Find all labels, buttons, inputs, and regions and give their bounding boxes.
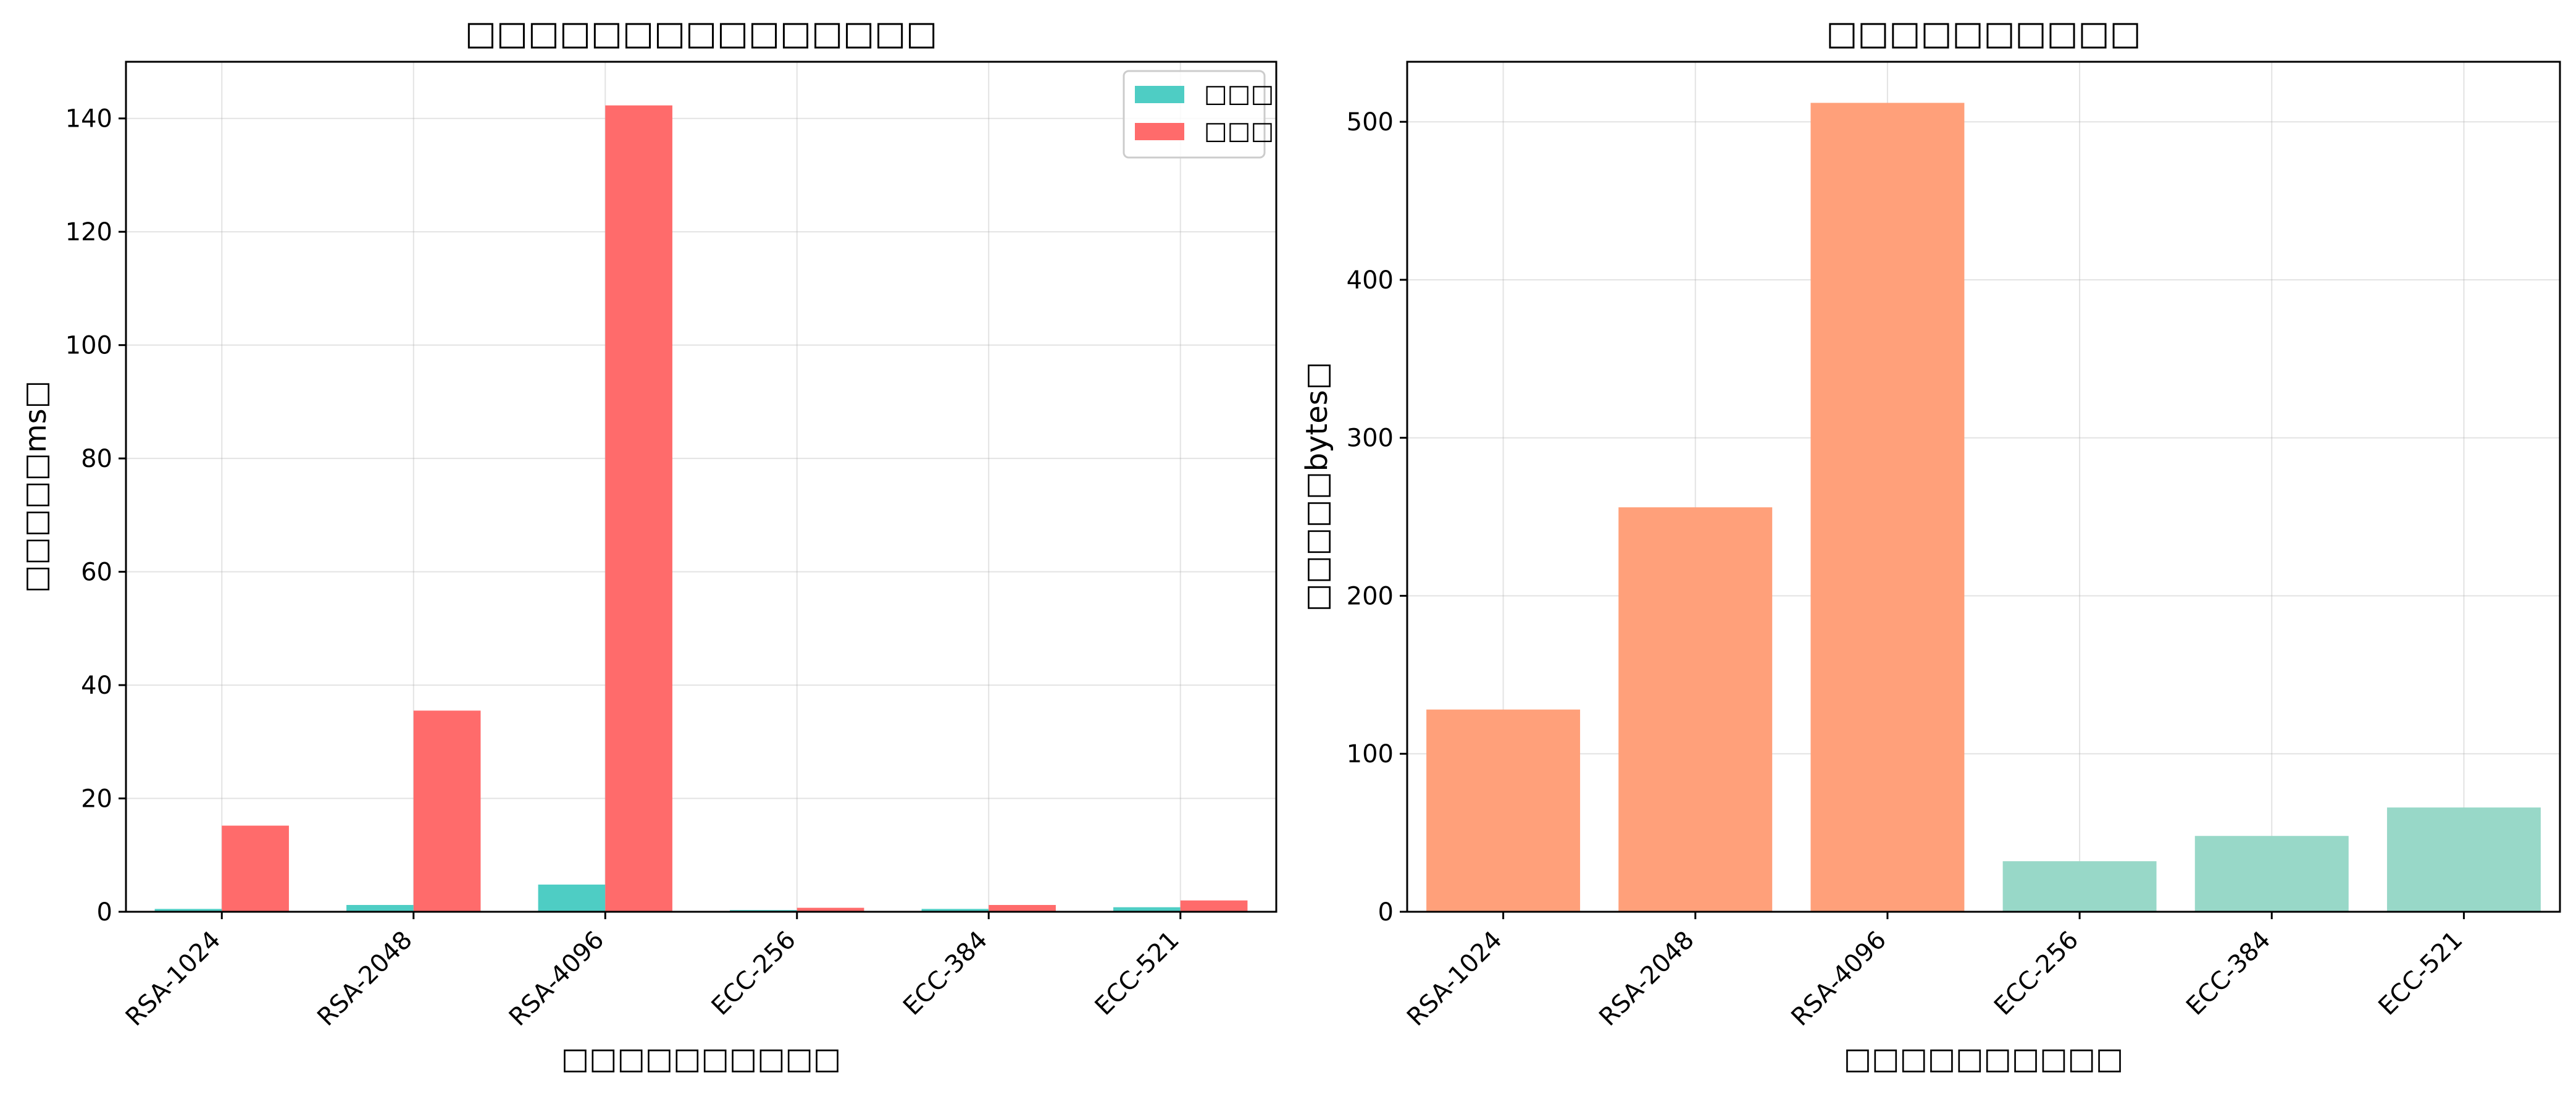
bar-series-1-rsa-4096 xyxy=(538,884,606,912)
legend-swatch-series-1 xyxy=(1135,86,1184,103)
y-tick-label: 100 xyxy=(65,332,112,360)
time-chart-frame xyxy=(125,61,1278,913)
bar-series-2-rsa-2048 xyxy=(413,710,481,912)
bar-rsa-4096 xyxy=(1810,103,1965,912)
time-chart-legend: □□□ □□□ xyxy=(1123,70,1274,159)
y-tick-label: 0 xyxy=(1378,898,1394,927)
y-tick-label: 40 xyxy=(81,671,112,700)
size-chart-y-ticks: 0 100 200 300 400 500 xyxy=(1347,108,1407,927)
bar-series-2-rsa-4096 xyxy=(605,105,672,912)
bar-series-1-ecc-384 xyxy=(921,909,989,912)
bar-series-2-ecc-384 xyxy=(989,904,1056,912)
size-chart-title: □□□□□□□□□□ xyxy=(1826,14,2141,53)
time-chart-bars xyxy=(154,105,1248,912)
bar-series-1-rsa-1024 xyxy=(154,909,222,912)
y-tick-label: 0 xyxy=(97,898,112,927)
size-chart-bars xyxy=(1426,103,2541,912)
y-tick-label: 300 xyxy=(1347,424,1394,453)
y-tick-label: 200 xyxy=(1347,582,1394,610)
y-tick-label: 100 xyxy=(1347,740,1394,768)
bar-ecc-256 xyxy=(2002,861,2157,912)
y-tick-label: 500 xyxy=(1347,108,1394,137)
bar-rsa-2048 xyxy=(1618,507,1773,912)
size-chart-frame xyxy=(1406,61,2561,913)
legend-label-series-2: □□□ xyxy=(1204,117,1274,145)
time-chart-y-ticks: 0 20 40 60 80 100 120 140 xyxy=(65,105,126,927)
y-tick-label: 20 xyxy=(81,785,112,814)
y-tick-label: 140 xyxy=(65,105,112,133)
bar-ecc-521 xyxy=(2386,807,2541,912)
legend-swatch-series-2 xyxy=(1135,123,1184,140)
time-chart-title: □□□□□□□□□□□□□□□ xyxy=(465,14,937,53)
bar-rsa-1024 xyxy=(1426,709,1581,912)
legend-label-series-1: □□□ xyxy=(1204,80,1274,108)
time-chart-y-axis-label: □□□□□ms□ xyxy=(19,381,53,593)
time-chart-x-axis-label: □□□□□□□□□□ xyxy=(561,1041,842,1076)
y-tick-label: 80 xyxy=(81,445,112,473)
y-tick-label: 400 xyxy=(1347,266,1394,295)
y-tick-label: 60 xyxy=(81,558,112,587)
bar-series-1-ecc-521 xyxy=(1113,907,1181,912)
bar-series-1-rsa-2048 xyxy=(346,904,414,912)
size-chart-y-axis-label: □□□□□bytes□ xyxy=(1300,362,1334,612)
bar-series-2-ecc-521 xyxy=(1180,900,1248,912)
bar-series-2-ecc-256 xyxy=(797,907,864,912)
size-chart-x-axis-label: □□□□□□□□□□ xyxy=(1844,1041,2124,1076)
bar-ecc-384 xyxy=(2194,836,2349,912)
bar-series-2-rsa-1024 xyxy=(222,825,289,912)
y-tick-label: 120 xyxy=(65,218,112,246)
